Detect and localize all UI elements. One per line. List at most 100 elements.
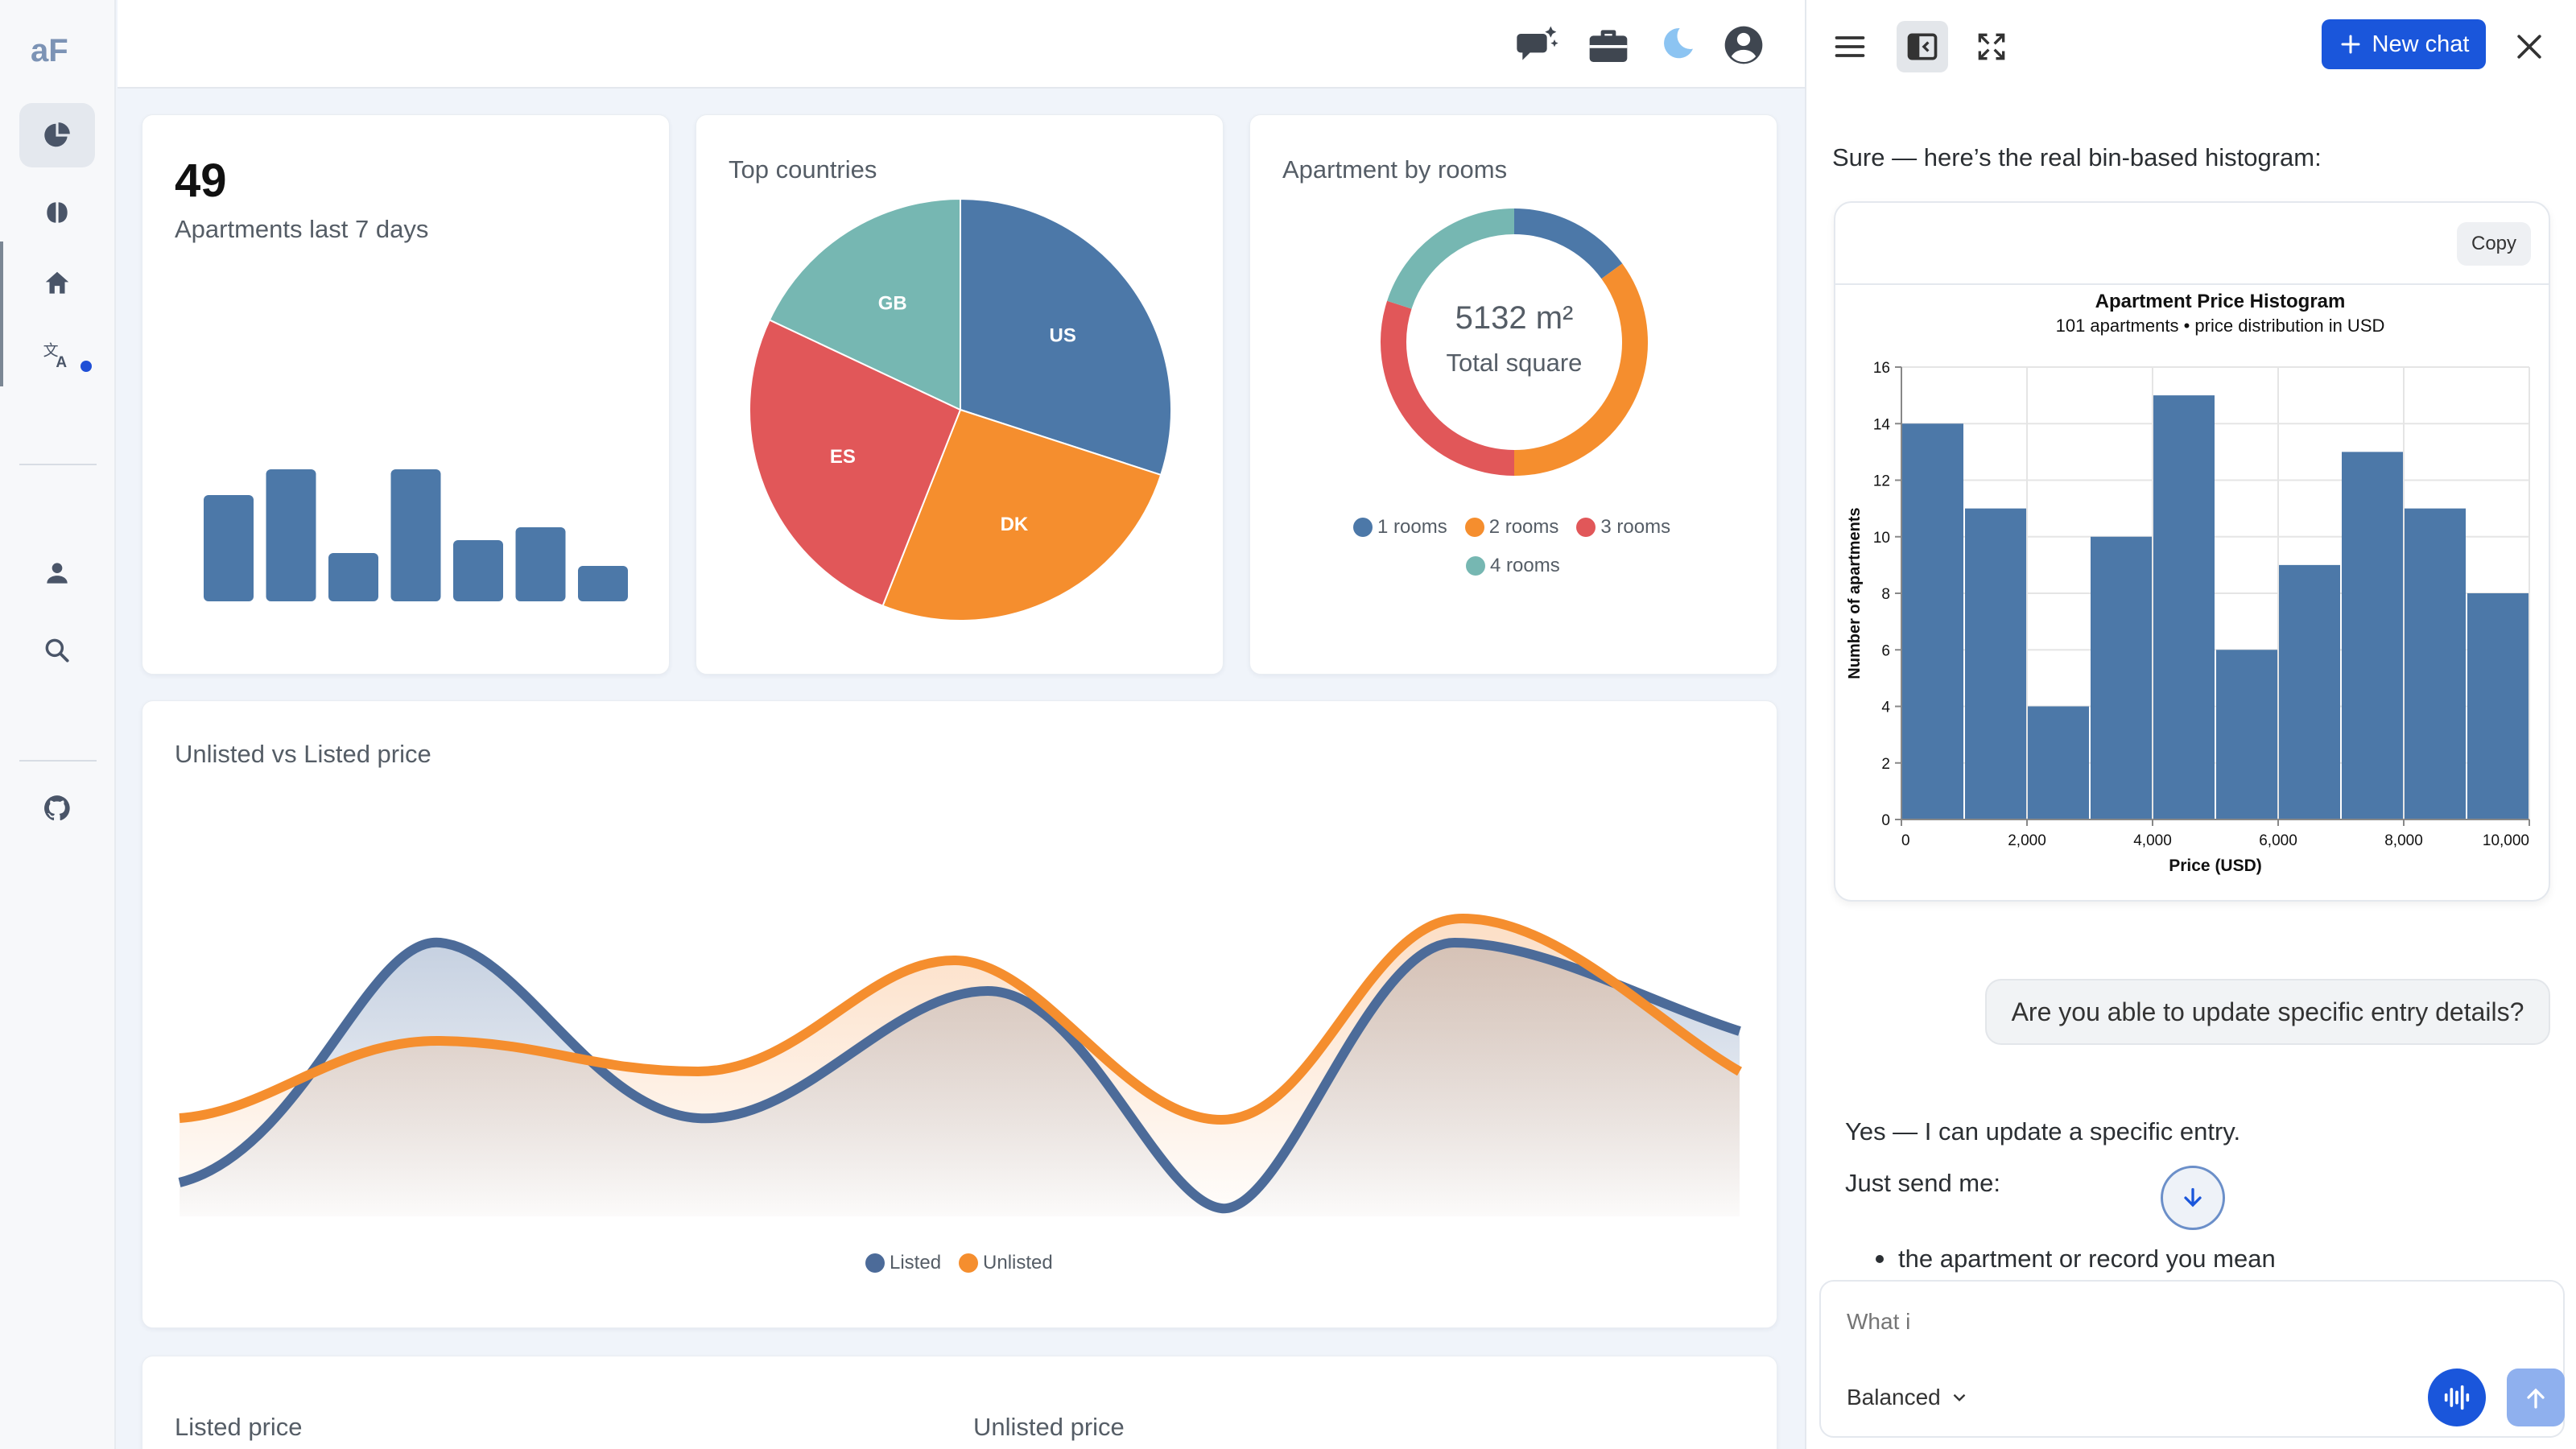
- histogram-bar[interactable]: [2405, 508, 2466, 819]
- y-tick-label: 6: [1881, 642, 1890, 659]
- sidebar-item-home[interactable]: [19, 251, 95, 316]
- countries-pie-chart: US DK ES GB: [749, 197, 1172, 621]
- kpi-bar[interactable]: [266, 469, 316, 601]
- new-chat-button[interactable]: New chat: [2322, 19, 2486, 69]
- menu-icon: [1835, 36, 1865, 57]
- mode-select[interactable]: Balanced: [1847, 1385, 1970, 1410]
- kpi-bar[interactable]: [453, 540, 503, 601]
- dock-toggle-button[interactable]: [1897, 21, 1948, 72]
- sidebar-item-translate[interactable]: 文 A: [19, 322, 95, 386]
- arrow-down-icon: [2184, 1187, 2202, 1208]
- copy-button[interactable]: Copy: [2457, 222, 2531, 266]
- message-input[interactable]: [1847, 1302, 2410, 1341]
- theme-toggle[interactable]: [1650, 19, 1702, 71]
- kpi-value: 49: [175, 155, 227, 207]
- assistant-reply-line-1: Yes — I can update a specific entry.: [1845, 1117, 2241, 1146]
- legend-item[interactable]: 2 rooms: [1464, 516, 1558, 539]
- pie-slice[interactable]: [960, 197, 1172, 477]
- unlisted-line: [179, 913, 1743, 1125]
- chat-panel: New chat Sure — here’s the real bin-base…: [1805, 0, 2576, 1449]
- scroll-down-button[interactable]: [2161, 1166, 2225, 1230]
- price-compare-legend: Listed Unlisted: [865, 1252, 1053, 1274]
- mode-label: Balanced: [1847, 1385, 1941, 1410]
- pie-label: US: [1050, 325, 1076, 347]
- send-button[interactable]: [2507, 1368, 2565, 1426]
- assistant-message-intro: Sure — here’s the real bin-based histogr…: [1832, 143, 2322, 171]
- assistant-button[interactable]: [1512, 19, 1563, 71]
- search-icon: [45, 638, 69, 663]
- top-countries-card: Top countries US DK ES GB: [696, 114, 1224, 675]
- kpi-bar[interactable]: [390, 469, 441, 601]
- kpi-bar[interactable]: [578, 566, 628, 601]
- app-logo[interactable]: aF: [31, 34, 85, 68]
- pie-slice[interactable]: [881, 408, 1162, 621]
- assistant-reply-line-2: Just send me:: [1845, 1169, 2000, 1197]
- histogram-bar[interactable]: [1965, 508, 2026, 819]
- sidebar-divider: [19, 760, 97, 762]
- histogram-chart: Apartment Price Histogram 101 apartments …: [1846, 291, 2530, 875]
- brain-icon: [47, 202, 68, 223]
- bullet-text: the apartment or record you mean: [1898, 1245, 2276, 1273]
- histogram-bar[interactable]: [2342, 452, 2403, 819]
- top-bar: [118, 0, 1805, 89]
- notification-dot: [80, 361, 92, 372]
- donut-center-label: Total square: [1446, 349, 1583, 377]
- donut-segment[interactable]: [1513, 208, 1623, 279]
- account-button[interactable]: [1718, 19, 1769, 71]
- voice-button[interactable]: [2428, 1368, 2486, 1426]
- histogram-bar[interactable]: [2216, 650, 2277, 819]
- donut-segment[interactable]: [1513, 263, 1648, 476]
- histogram-bar[interactable]: [2279, 564, 2340, 819]
- chart-subtitle: 101 apartments • price distribution in U…: [2056, 316, 2385, 336]
- sidebar-item-github[interactable]: [19, 776, 95, 840]
- card-divider: [1835, 283, 2549, 285]
- logo-text: aF: [31, 34, 68, 68]
- pie-slice[interactable]: [768, 197, 961, 411]
- histogram-bar[interactable]: [2153, 395, 2215, 819]
- histogram-bar[interactable]: [1902, 423, 1963, 819]
- price-compare-chart: [178, 913, 1743, 1216]
- donut-segment[interactable]: [1387, 208, 1515, 309]
- legend-item[interactable]: 4 rooms: [1466, 555, 1560, 577]
- sidebar-divider: [19, 464, 97, 465]
- chart-title: Apartment Price Histogram: [2095, 291, 2346, 312]
- sidebar-item-user[interactable]: [19, 541, 95, 605]
- legend-item[interactable]: 3 rooms: [1576, 516, 1670, 539]
- pie-label: DK: [1001, 514, 1029, 535]
- kpi-bar[interactable]: [204, 495, 254, 601]
- listed-line: [178, 937, 1741, 1214]
- sidebar-item-dashboard[interactable]: [19, 103, 95, 167]
- moon-icon: [1664, 27, 1693, 59]
- sidebar-item-ai[interactable]: [19, 180, 95, 245]
- legend-item-listed[interactable]: Listed: [865, 1252, 941, 1274]
- unlisted-area: [180, 919, 1740, 1216]
- sidebar-item-search[interactable]: [19, 618, 95, 683]
- chat-menu-button[interactable]: [1824, 21, 1876, 72]
- kpi-bar[interactable]: [515, 527, 566, 601]
- portfolio-button[interactable]: [1583, 19, 1634, 71]
- kpi-bar-chart: [204, 469, 628, 601]
- sidebar-dock-icon: [1907, 33, 1938, 60]
- new-chat-label: New chat: [2372, 31, 2470, 57]
- x-tick-label: 8,000: [2384, 832, 2423, 849]
- histogram-bar[interactable]: [2467, 593, 2529, 819]
- donut-segment[interactable]: [1381, 300, 1515, 476]
- close-chat-button[interactable]: [2504, 21, 2555, 72]
- fullscreen-button[interactable]: [1966, 21, 2017, 72]
- y-axis-label: Number of apartments: [1846, 507, 1864, 679]
- briefcase-icon: [1589, 30, 1628, 62]
- y-tick-label: 0: [1881, 812, 1890, 829]
- legend-item-unlisted[interactable]: Unlisted: [959, 1252, 1053, 1274]
- y-tick-label: 14: [1873, 416, 1891, 433]
- voice-wave-icon: [2444, 1385, 2470, 1410]
- composer: Balanced: [1819, 1280, 2565, 1438]
- histogram-bar[interactable]: [2028, 706, 2089, 820]
- home-icon: [45, 271, 69, 294]
- histogram-bar[interactable]: [2091, 536, 2152, 819]
- pie-slice[interactable]: [749, 319, 962, 607]
- legend-item[interactable]: 1 rooms: [1353, 516, 1447, 539]
- plus-icon: [2341, 35, 2360, 54]
- price-compare-card: Unlisted vs Listed price Listed Unlisted: [142, 700, 1777, 1328]
- kpi-bar[interactable]: [328, 553, 378, 601]
- histogram-card: Copy Apartment Price Histogram 101 apartm…: [1834, 201, 2550, 902]
